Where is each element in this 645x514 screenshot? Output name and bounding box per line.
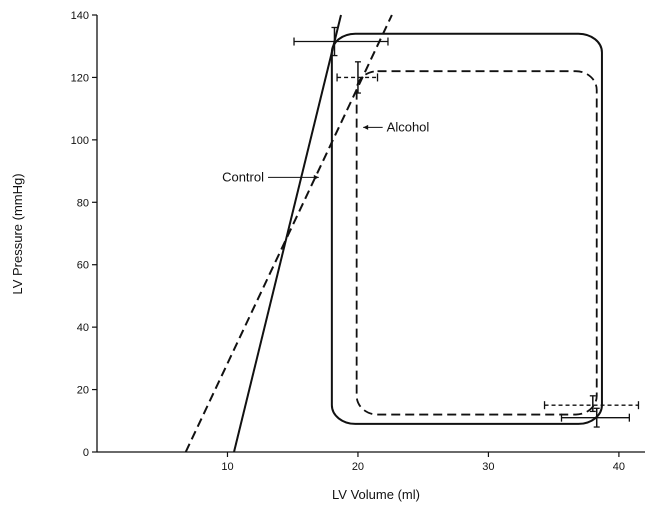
y-tick-label: 120 <box>71 72 89 84</box>
x-axis-label: LV Volume (ml) <box>332 487 420 502</box>
control-espvr-line <box>233 14 342 453</box>
y-axis-label: LV Pressure (mmHg) <box>10 173 25 294</box>
x-tick-label: 20 <box>352 461 364 473</box>
control-pv-loop <box>330 32 603 425</box>
y-tick-label: 60 <box>77 260 89 272</box>
error-bar <box>336 61 379 94</box>
x-tick-label: 40 <box>613 461 625 473</box>
x-tick-label: 10 <box>221 461 233 473</box>
annotation-arrowhead <box>313 174 319 180</box>
y-tick-label: 140 <box>71 10 89 22</box>
y-tick-label: 100 <box>71 135 89 147</box>
y-tick-label: 40 <box>77 322 89 334</box>
y-tick-label: 0 <box>83 447 89 459</box>
axes: 0 20 40 60 80 100 120 140 10 20 30 40 <box>71 10 645 473</box>
x-tick-label: 30 <box>482 461 494 473</box>
annotations: Control Alcohol <box>222 119 429 184</box>
y-tick-label: 80 <box>77 197 89 209</box>
annotation-label: Alcohol <box>387 119 430 134</box>
error-bar <box>560 407 630 428</box>
annotation-label: Control <box>222 169 264 184</box>
error-bar <box>543 395 640 413</box>
plot-area <box>184 14 640 453</box>
alcohol-espvr-line <box>184 14 393 453</box>
y-tick-label: 20 <box>77 385 89 397</box>
error-bar <box>293 26 389 57</box>
alcohol-pv-loop <box>355 70 598 416</box>
annotation-arrowhead <box>363 124 369 130</box>
